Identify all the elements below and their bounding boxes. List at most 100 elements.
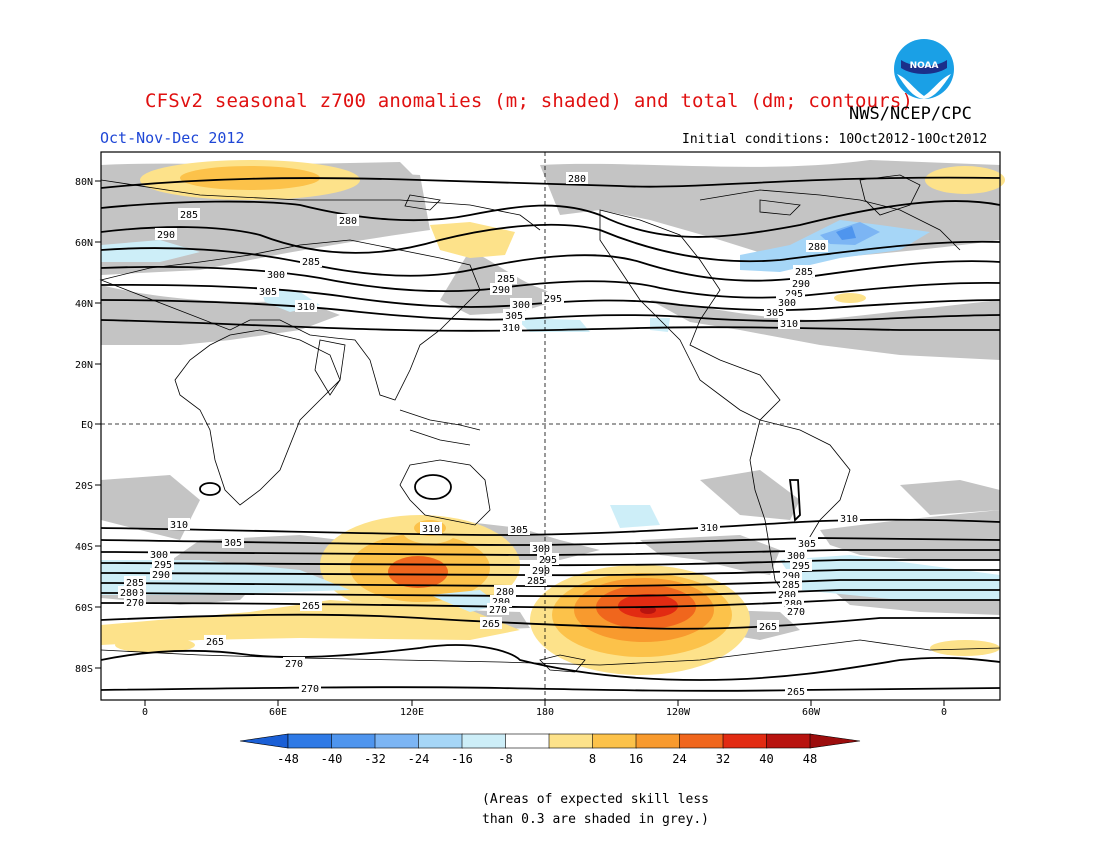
footnote-line-2: than 0.3 are shaded in grey.)	[482, 812, 709, 827]
contour-label: 295	[154, 560, 172, 571]
colorbar-tick-label: -24	[408, 752, 430, 766]
colorbar-swatch	[766, 733, 811, 749]
contour-label: 280	[778, 590, 796, 601]
contour-label: 290	[152, 570, 170, 581]
contour-label: 265	[759, 622, 777, 633]
contour-label: 305	[505, 311, 523, 322]
contour-label: 305	[798, 539, 816, 550]
positive-anomaly-shading	[101, 160, 1005, 675]
colorbar-tick-label: -40	[321, 752, 343, 766]
contour-label: 285	[795, 267, 813, 278]
footnote-line-1: (Areas of expected skill less	[482, 792, 709, 807]
colorbar-arrow-left	[239, 733, 289, 749]
longitude-axis: 0 60E 120E 180 120W 60W 0	[142, 700, 947, 718]
contour-label: 270	[126, 598, 144, 609]
colorbar-swatch	[592, 733, 637, 749]
contour-label: 310	[780, 319, 798, 330]
lon-label: 180	[536, 707, 554, 718]
contour-label: 280	[784, 599, 802, 610]
contour-label: 300	[150, 550, 168, 561]
colorbar-tick-label: 8	[589, 752, 596, 766]
lon-label: 0	[941, 707, 947, 718]
colorbar-tick-label: 24	[672, 752, 686, 766]
contour-label: 305	[510, 525, 528, 536]
contour-label: 300	[778, 298, 796, 309]
contour-label: 300	[512, 300, 530, 311]
contour-label: 270	[285, 659, 303, 670]
colorbar-tick-label: 40	[759, 752, 773, 766]
colorbar-swatch	[722, 733, 768, 749]
lon-label: 120E	[400, 707, 424, 718]
coastlines	[99, 174, 1001, 673]
contour-label: 290	[532, 566, 550, 577]
colorbar-swatch	[374, 733, 420, 749]
contour-label: 270	[489, 605, 507, 616]
contour-label: 280	[492, 597, 510, 608]
contour-label: 310	[700, 523, 718, 534]
season-label: Oct-Nov-Dec 2012	[100, 129, 245, 147]
contour-label: 300	[787, 551, 805, 562]
contour-label: 285	[497, 274, 515, 285]
chart-title: CFSv2 seasonal z700 anomalies (m; shaded…	[145, 90, 914, 112]
contour-label: 305	[766, 308, 784, 319]
contour-label: 285	[180, 210, 198, 221]
colorbar: -48 -40 -32 -24 -16 -8 8 16 24 32 40 48	[239, 733, 861, 766]
contour-label: 280	[339, 216, 357, 227]
reference-lines	[101, 152, 1000, 700]
lon-label: 60E	[269, 707, 287, 718]
lat-label: 20N	[75, 360, 93, 371]
colorbar-swatch	[331, 733, 376, 749]
colorbar-swatch	[679, 733, 724, 749]
colorbar-tick-label: -48	[277, 752, 299, 766]
contour-label: 290	[792, 279, 810, 290]
colorbar-swatch	[635, 733, 681, 749]
colorbar-swatch	[461, 733, 507, 749]
colorbar-tick-label: 32	[716, 752, 730, 766]
initial-conditions-label: Initial conditions: 10Oct2012-10Oct2012	[682, 132, 988, 147]
noaa-logo-text: NOAA	[910, 61, 939, 71]
lat-label: 80S	[75, 664, 93, 675]
contour-label: 280	[568, 174, 586, 185]
lon-label: 60W	[802, 707, 821, 718]
lat-label: EQ	[81, 420, 93, 431]
lon-label: 120W	[666, 707, 691, 718]
contour-label: 305	[224, 538, 242, 549]
colorbar-swatch	[548, 733, 594, 749]
contour-label: 285	[126, 578, 144, 589]
map-frame	[100, 151, 1001, 701]
contour-label: 265	[482, 619, 500, 630]
contour-label: 285	[302, 257, 320, 268]
contour-label: 290	[157, 230, 175, 241]
colorbar-swatch	[418, 733, 463, 749]
colorbar-tick-label: -32	[364, 752, 386, 766]
contour-label: 270	[787, 607, 805, 618]
lat-label: 20S	[75, 481, 93, 492]
noaa-logo: NOAA	[894, 39, 954, 99]
contour-label: 300	[532, 544, 550, 555]
colorbar-swatch	[505, 733, 550, 749]
colorbar-tick-label: -8	[498, 752, 512, 766]
colorbar-tick-label: -16	[451, 752, 473, 766]
height-contours	[100, 176, 1001, 692]
contour-label: 310	[840, 514, 858, 525]
contour-label: 290	[782, 571, 800, 582]
lat-label: 40S	[75, 542, 93, 553]
contour-value-labels: 280 280 285 290 285 300 305 310 285 290 …	[118, 172, 860, 698]
contour-label: 285	[527, 576, 545, 587]
lat-label: 80N	[75, 177, 93, 188]
contour-label: 280	[496, 587, 514, 598]
contour-label: 295	[544, 294, 562, 305]
contour-label: 265	[206, 637, 224, 648]
contour-label: 280	[808, 242, 826, 253]
contour-label: 295	[785, 289, 803, 300]
contour-label: 310	[297, 302, 315, 313]
contour-label: 285	[782, 580, 800, 591]
contour-label: 310	[170, 520, 188, 531]
contour-label: 290	[492, 285, 510, 296]
colorbar-swatch	[287, 733, 333, 749]
lat-label: 60N	[75, 238, 93, 249]
lon-label: 0	[142, 707, 148, 718]
contour-label: 310	[422, 524, 440, 535]
contour-label: 305	[259, 287, 277, 298]
